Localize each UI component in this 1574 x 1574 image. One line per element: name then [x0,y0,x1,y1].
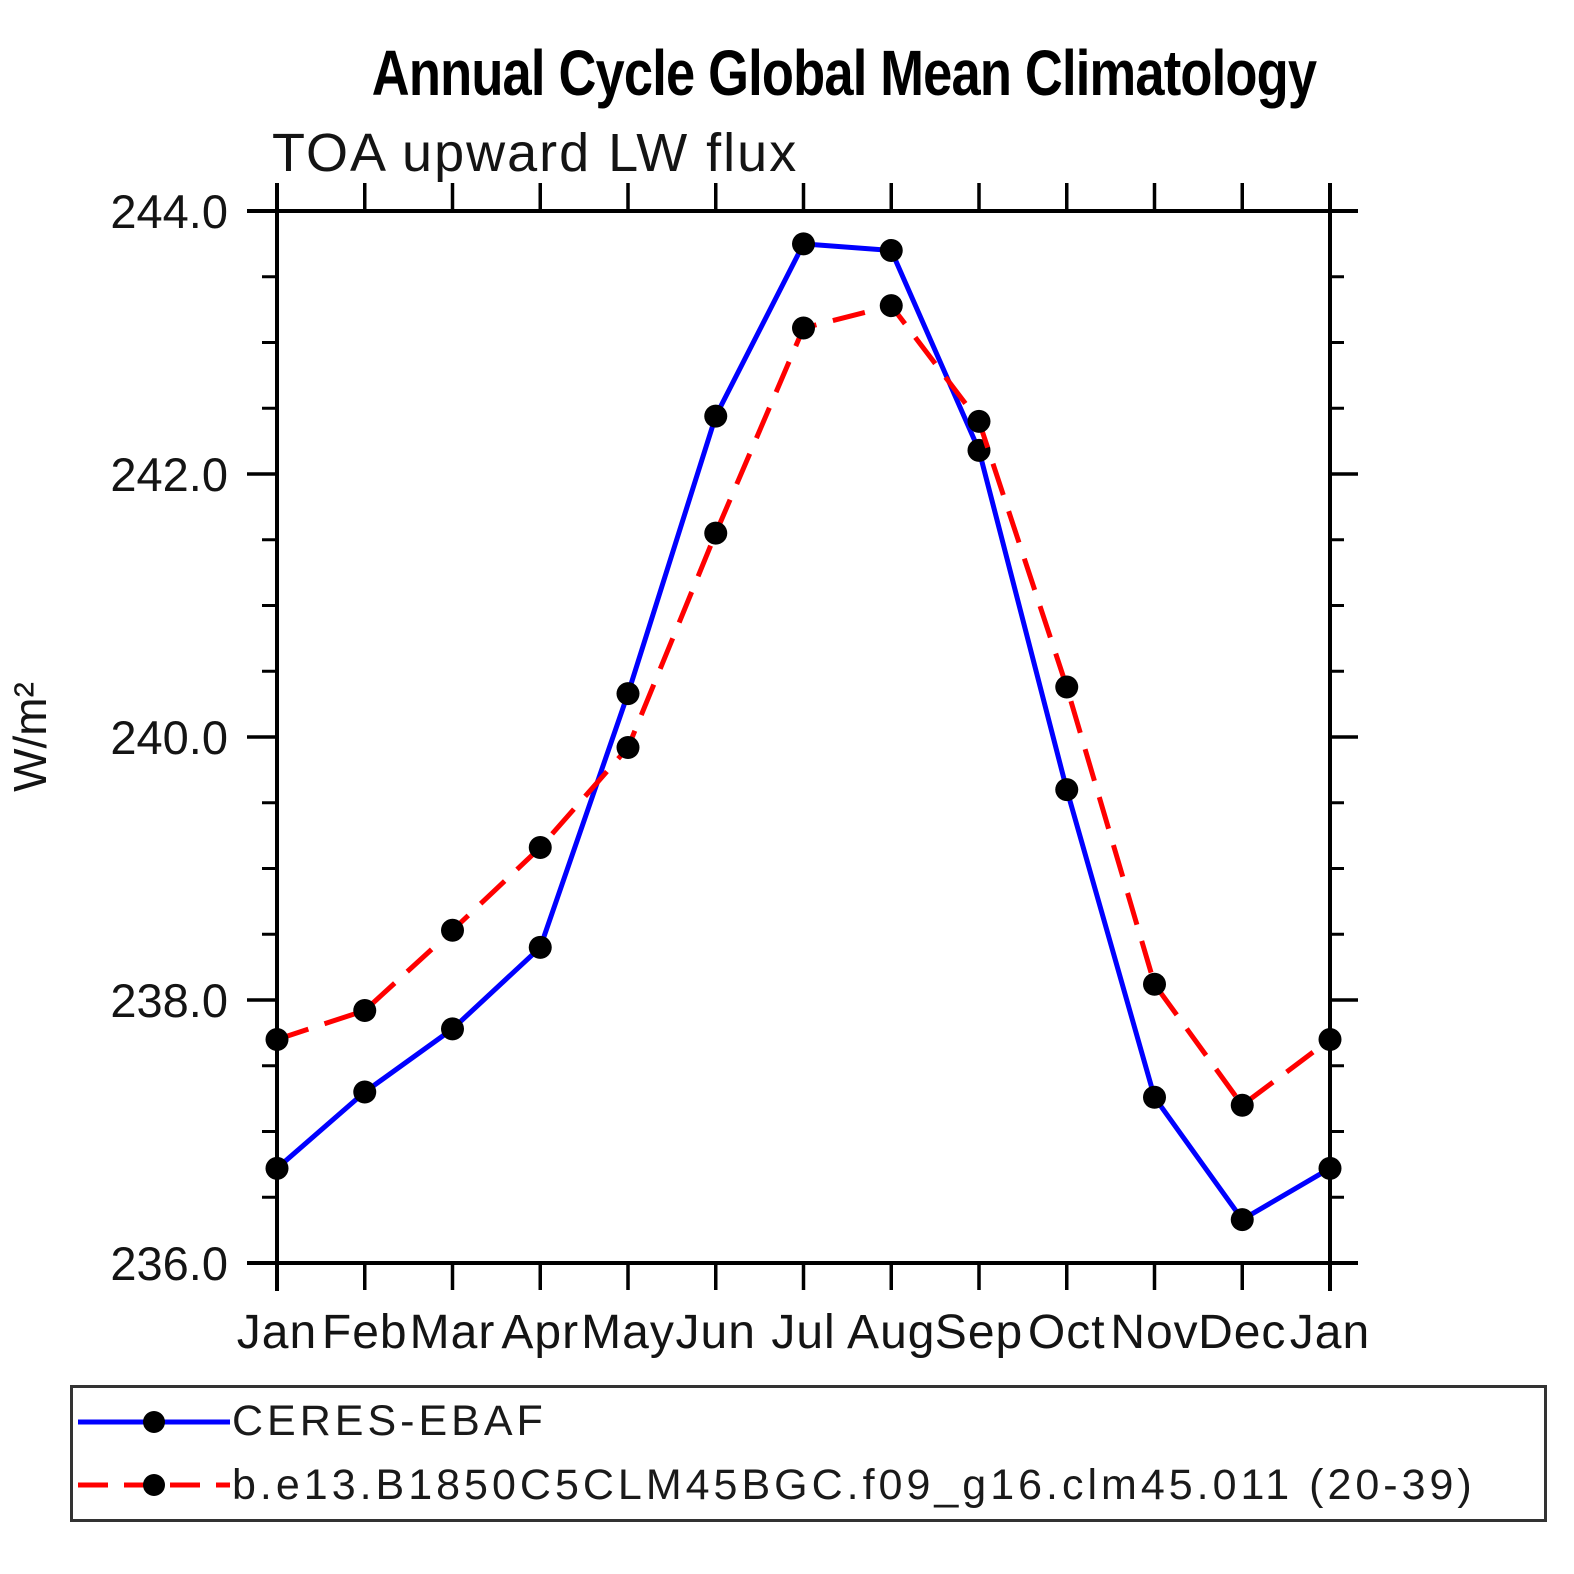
month-label: Oct [1028,1306,1106,1359]
data-point-marker [792,316,815,340]
data-point-marker [353,999,377,1023]
y-tick-label: 236.0 [110,1237,228,1290]
data-point-marker [1055,778,1079,802]
data-point-marker [792,232,815,256]
data-point-marker [704,521,728,545]
data-point-marker [1318,1027,1342,1051]
x-axis-ticks [275,183,1332,1290]
data-point-marker [353,1080,377,1104]
data-point-marker [1230,1208,1254,1232]
y-tick-label: 240.0 [110,711,228,764]
data-point-marker [879,238,903,262]
data-point-marker [265,1027,289,1051]
data-point-marker [1318,1156,1342,1180]
axes-frame [247,183,1358,1291]
legend-label-model-run: b.e13.B1850C5CLM45BGC.f09_g16.clm45.011 … [232,1460,1476,1509]
series-ceres-ebaf [265,232,1342,1232]
chart-subtitle: TOA upward LW flux [272,123,799,183]
data-point-marker [967,409,991,433]
month-label: Jul [771,1306,835,1359]
y-tick-label: 238.0 [110,974,228,1027]
month-label: Mar [410,1306,496,1359]
data-point-marker [441,1017,464,1041]
y-axis-tick-labels: 244.0 242.0 240.0 238.0 236.0 [110,185,228,1290]
data-point-marker [879,294,903,318]
legend: CERES-EBAF b.e13.B1850C5CLM45BGC.f09_g16… [70,1385,1547,1522]
data-point-marker [528,835,552,859]
dashed-line-marker-icon [78,1474,230,1497]
solid-line-marker-icon [78,1410,230,1433]
data-point-marker [1055,675,1079,699]
data-point-marker [1230,1093,1254,1117]
month-label: Sep [935,1306,1023,1359]
data-point-marker [1143,1085,1166,1109]
page-title: Annual Cycle Global Mean Climatology [371,37,1317,109]
legend-item-ceres-ebaf: CERES-EBAF [78,1392,1544,1452]
month-label: Nov [1110,1306,1198,1359]
legend-marker-dot [143,1474,165,1497]
y-tick-label: 242.0 [110,448,228,501]
month-label: Feb [322,1306,408,1359]
x-axis-tick-labels: Jan Feb Mar Apr May Jun Jul Aug Sep Oct Nov Dec Jan [237,1306,1370,1359]
month-label: Jun [676,1306,756,1359]
data-point-marker [441,918,464,942]
data-point-marker [265,1156,289,1180]
data-point-marker [616,736,640,760]
y-axis-ticks [247,209,1358,1265]
legend-label-ceres-ebaf: CERES-EBAF [232,1397,547,1446]
data-point-marker [616,682,640,706]
legend-marker-dot [143,1410,165,1433]
month-label: May [581,1306,675,1359]
data-point-marker [1143,972,1166,996]
data-point-marker [528,935,552,959]
month-label: Aug [847,1306,935,1359]
y-tick-label: 244.0 [110,185,228,238]
legend-item-model-run: b.e13.B1850C5CLM45BGC.f09_g16.clm45.011 … [78,1455,1544,1515]
month-label: Jan [237,1306,317,1359]
data-point-marker [704,404,728,428]
series-model-run [265,294,1342,1117]
month-label: Dec [1198,1306,1286,1359]
month-label: Jan [1290,1306,1370,1359]
month-label: Apr [501,1306,579,1359]
y-axis-label: W/m² [4,682,56,792]
